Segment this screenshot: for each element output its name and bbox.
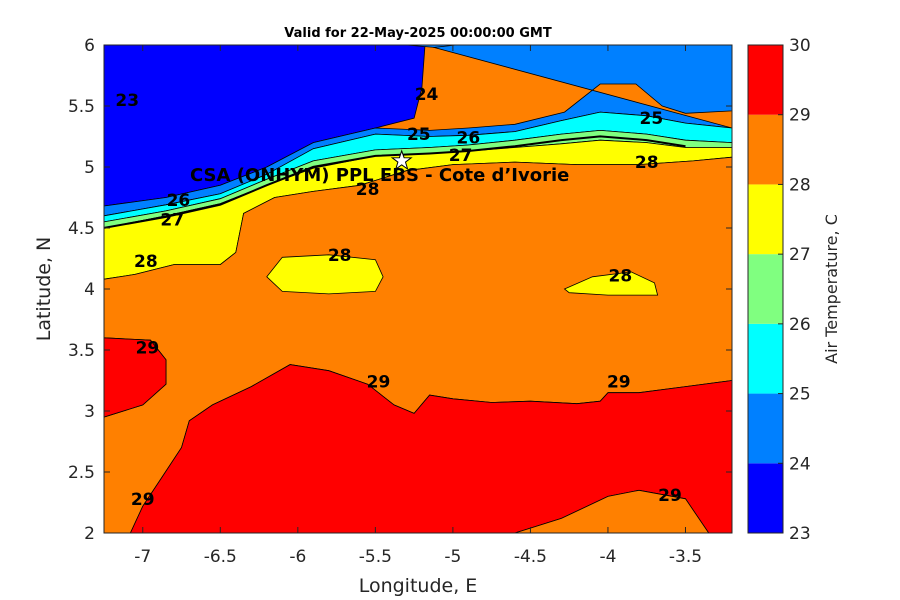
colorbar-swatch-28 (748, 114, 783, 185)
y-tick-label: 3 (84, 402, 95, 422)
colorbar-tick-label: 29 (789, 106, 811, 126)
colorbar-swatch-25 (748, 323, 783, 394)
colorbar-tick-label: 26 (789, 315, 811, 335)
colorbar-tick-label: 27 (789, 245, 811, 265)
site-label: CSA (ONHYM) PPL EBS - Cote d’Ivorie (190, 165, 569, 186)
contour-label-26: 26 (167, 191, 191, 211)
x-tick-label: -4.5 (514, 547, 547, 567)
colorbar-tick-label: 23 (789, 524, 811, 544)
y-tick-label: 2.5 (68, 463, 95, 483)
x-axis-title: Longitude, E (359, 575, 478, 597)
x-tick-label: -5 (444, 547, 461, 567)
y-tick-label: 2 (84, 524, 95, 544)
contour-label-28: 28 (328, 246, 352, 266)
chart-title: Valid for 22-May-2025 00:00:00 GMT (284, 26, 552, 41)
contour-region-28-9 (514, 489, 710, 533)
colorbar-tick-label: 25 (789, 385, 811, 405)
x-tick-label: -7 (134, 547, 151, 567)
contour-label-26: 26 (457, 129, 481, 149)
contour-label-28: 28 (609, 267, 633, 287)
contour-region-27-10 (266, 254, 384, 295)
contour-label-27: 27 (449, 146, 473, 166)
y-tick-label: 5.5 (68, 97, 95, 117)
y-tick-label: 4.5 (68, 219, 95, 239)
y-axis: 2 2.5 3 3.5 4 4.5 5 5.5 6 (68, 36, 732, 544)
site-marker-icon (390, 149, 413, 171)
y-tick-label: 4 (84, 280, 95, 300)
contour-label-25: 25 (640, 109, 664, 129)
contour-label-23: 23 (115, 91, 139, 111)
contour-label-29: 29 (131, 490, 155, 510)
contour-label-25: 25 (407, 125, 431, 145)
x-tick-label: -6 (289, 547, 306, 567)
y-axis-title: Latitude, N (33, 237, 55, 342)
contour-region-29-7 (104, 337, 167, 418)
contour-label-24: 24 (415, 85, 439, 105)
colorbar-swatch-29 (748, 45, 783, 115)
y-tick-label: 6 (84, 36, 95, 56)
contour-label-28: 28 (356, 180, 380, 200)
colorbar-tick-label: 28 (789, 175, 811, 195)
contour-region-24-2 (406, 45, 457, 48)
colorbar: 23 24 25 26 27 28 29 30 (747, 36, 811, 544)
contour-label-28: 28 (635, 153, 659, 173)
colorbar-swatch-24 (748, 393, 783, 464)
colorbar-tick-label: 30 (789, 36, 811, 56)
contour-label-29: 29 (367, 373, 391, 393)
contour-label-29: 29 (136, 339, 160, 359)
contour-label-27: 27 (160, 210, 184, 230)
y-tick-label: 3.5 (68, 341, 95, 361)
contour-label-29: 29 (607, 373, 631, 393)
colorbar-swatch-26 (748, 254, 783, 324)
colorbar-tick-label: 24 (789, 454, 811, 474)
x-axis: -7 -6.5 -6 -5.5 -5 -4.5 -4 -3.5 (134, 45, 702, 567)
colorbar-frame (747, 44, 784, 534)
x-tick-label: -3.5 (669, 547, 702, 567)
x-tick-label: -4 (599, 547, 616, 567)
contour-label-29: 29 (658, 486, 682, 506)
contour-region-27-11 (563, 271, 659, 296)
contour-label-28: 28 (134, 252, 158, 272)
y-tick-label: 5 (84, 158, 95, 178)
x-tick-label: -6.5 (204, 547, 237, 567)
x-tick-label: -5.5 (359, 547, 392, 567)
colorbar-swatch-23 (748, 463, 783, 533)
coastline (104, 135, 686, 229)
colorbar-swatch-27 (748, 184, 783, 255)
colorbar-title: Air Temperature, C (822, 214, 841, 364)
